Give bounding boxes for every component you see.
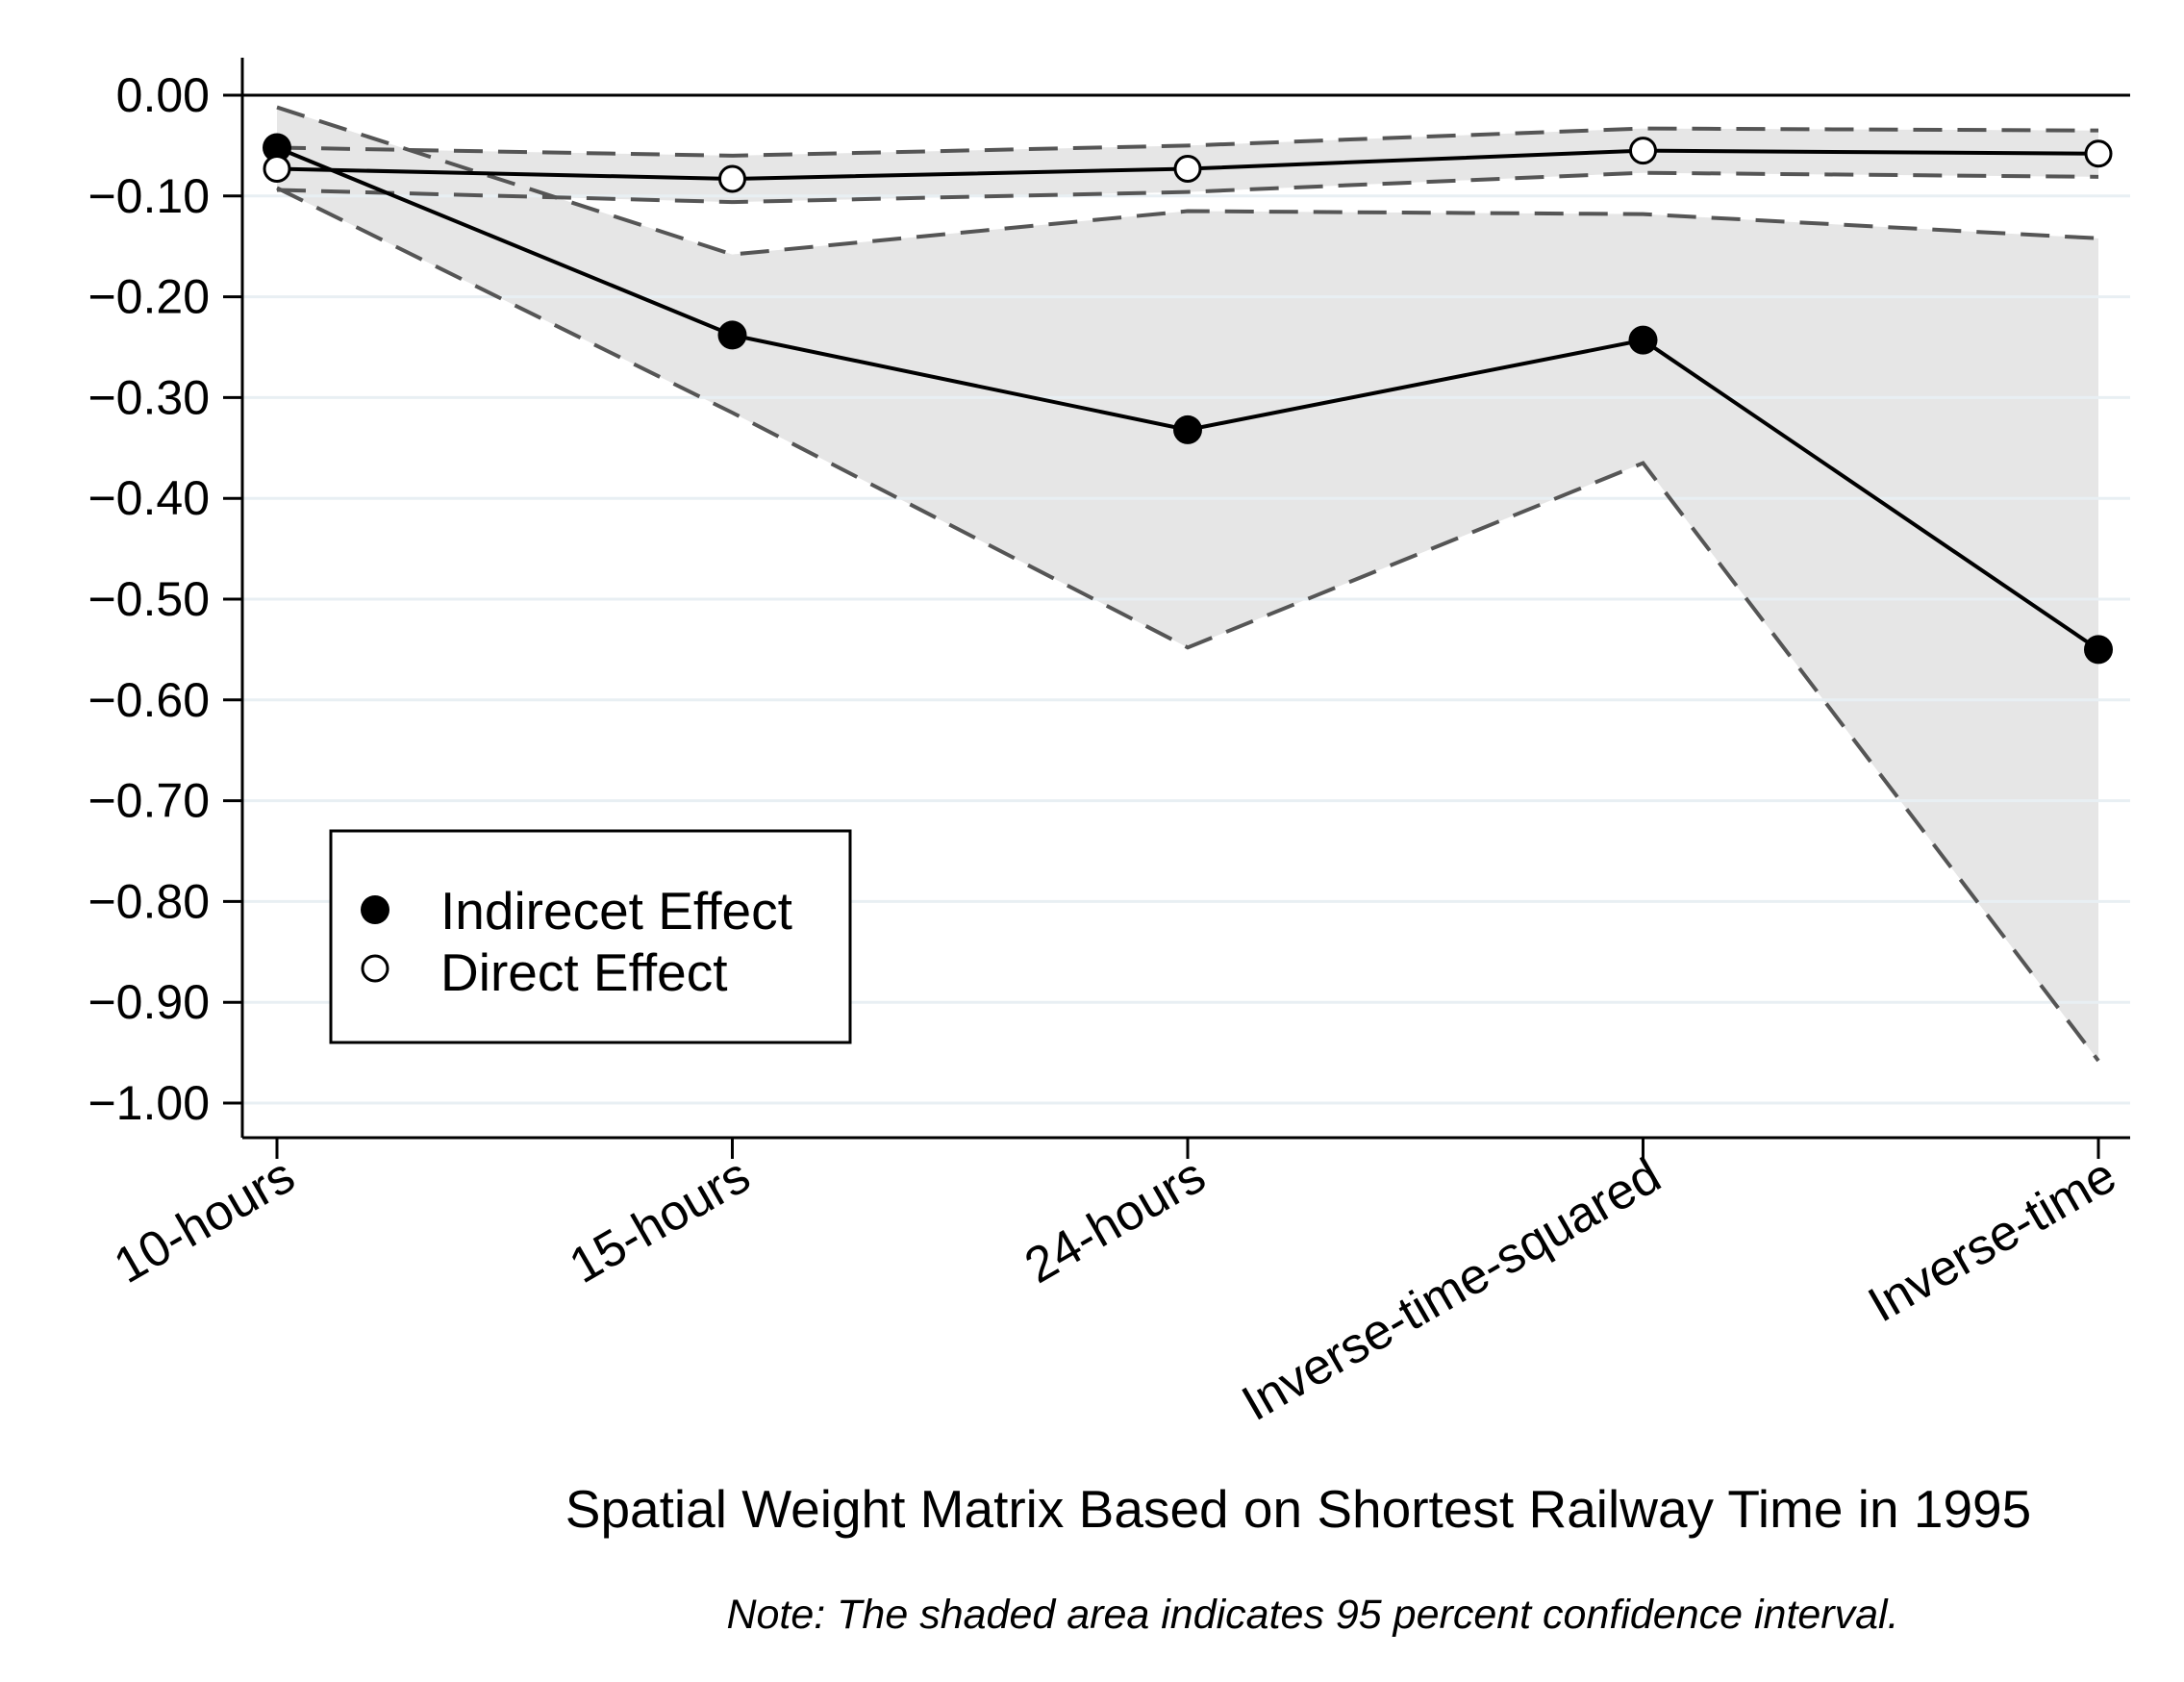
data-point-indirect <box>2084 635 2113 665</box>
y-tick-label: −0.80 <box>88 874 210 928</box>
x-tick-label: Inverse-time-squared <box>1233 1147 1669 1432</box>
data-point-indirect <box>1173 414 1202 444</box>
y-tick-label: −0.70 <box>88 774 210 828</box>
y-tick-label: −0.90 <box>88 975 210 1029</box>
ci-line-direct-upper <box>276 126 2099 158</box>
y-tick-label: −0.20 <box>88 270 210 324</box>
ci-line-direct-lower <box>276 170 2099 205</box>
legend-box <box>329 829 852 1044</box>
x-tick-label: 24-hours <box>1016 1147 1215 1294</box>
y-tick-label: −0.60 <box>88 673 210 727</box>
series-layer <box>263 133 2113 665</box>
y-tick-label: −0.10 <box>88 169 210 223</box>
chart-note: Note: The shaded area indicates 95 perce… <box>726 1592 1898 1638</box>
data-point-indirect <box>717 320 747 350</box>
y-tick-label: −0.30 <box>88 370 210 424</box>
y-tick-label: −0.50 <box>88 572 210 626</box>
ci-line-layer <box>276 105 2100 1063</box>
legend-marker-direct <box>361 954 389 983</box>
x-tick-label: Inverse-time <box>1859 1147 2125 1333</box>
x-axis-title: Spatial Weight Matrix Based on Shortest … <box>565 1479 2031 1539</box>
legend-label-direct: Direct Effect <box>440 942 728 1002</box>
x-tick-label: 15-hours <box>561 1147 760 1294</box>
data-point-direct <box>1173 155 1202 184</box>
y-tick-label: −1.00 <box>88 1076 210 1130</box>
legend: Indirecet Effect Direct Effect <box>329 829 852 1044</box>
y-tick-label: −0.40 <box>88 471 210 525</box>
data-point-direct <box>1629 137 1657 165</box>
y-tick-layer: 0.00 −0.10 −0.20 −0.30 −0.40 −0.50 −0.60 −0.70 −… <box>88 68 242 1130</box>
y-tick-label: 0.00 <box>116 68 210 122</box>
data-point-indirect <box>1628 325 1658 355</box>
legend-label-indirect: Indirecet Effect <box>440 881 792 941</box>
data-point-direct <box>2084 139 2113 168</box>
x-tick-label: 10-hours <box>105 1147 304 1294</box>
x-tick-layer: 10-hours 15-hours 24-hours Inverse-time-squ… <box>105 1138 2125 1432</box>
data-point-indirect <box>263 133 291 163</box>
legend-marker-indirect <box>361 895 389 924</box>
ci-line-indirect-upper <box>276 105 2099 257</box>
data-point-direct <box>263 155 291 184</box>
ci-line-indirect-lower <box>276 186 2100 1063</box>
data-point-direct <box>718 164 746 193</box>
